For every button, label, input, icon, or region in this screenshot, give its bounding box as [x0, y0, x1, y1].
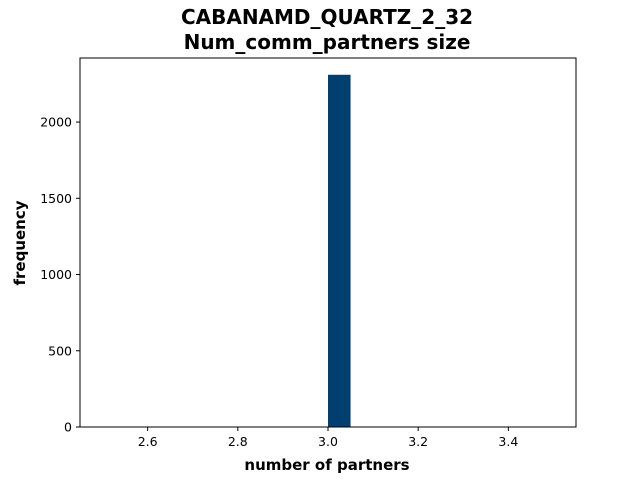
plot-area-frame — [79, 57, 577, 428]
x-tick-label: 2.6 — [138, 434, 158, 449]
x-tick-label: 3.4 — [498, 434, 518, 449]
x-tick-label: 3.0 — [318, 434, 338, 449]
y-tick-label: 500 — [48, 343, 72, 358]
chart-title-line-1: CABANAMD_QUARTZ_2_32 — [181, 5, 473, 29]
y-tick-label: 1000 — [40, 267, 72, 282]
x-axis-label: number of partners — [244, 456, 409, 474]
y-tick-label: 1500 — [40, 191, 72, 206]
y-axis-ticks: 0 500 1000 1500 2000 — [40, 115, 80, 435]
y-tick-label: 2000 — [40, 115, 72, 130]
chart-title-line-2: Num_comm_partners size — [184, 30, 471, 54]
x-tick-label: 2.8 — [228, 434, 248, 449]
bars-group — [328, 74, 351, 427]
y-axis-label: frequency — [11, 200, 29, 285]
y-tick-label: 0 — [64, 420, 72, 435]
x-tick-label: 3.2 — [408, 434, 428, 449]
histogram-bar-0 — [328, 74, 351, 427]
x-axis-ticks: 2.6 2.8 3.0 3.2 3.4 — [138, 427, 518, 449]
